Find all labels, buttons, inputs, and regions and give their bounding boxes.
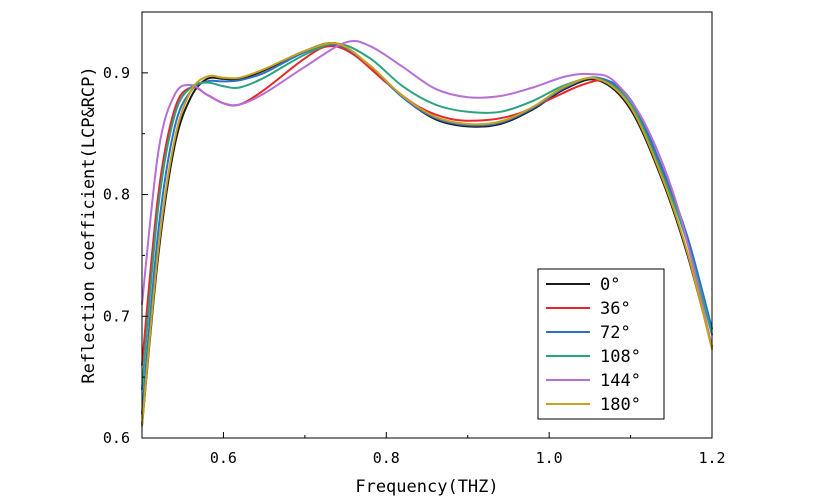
y-tick-label: 0.6 <box>103 429 130 447</box>
legend-label-3: 108° <box>600 347 641 367</box>
series-line-5 <box>141 42 713 427</box>
y-tick-label: 0.7 <box>103 307 130 325</box>
legend-label-0: 0° <box>600 275 620 295</box>
x-tick-label: 0.8 <box>373 449 400 467</box>
legend-label-1: 36° <box>600 299 631 319</box>
series-line-3 <box>141 42 713 391</box>
y-tick-label: 0.9 <box>103 64 130 82</box>
legend-label-2: 72° <box>600 323 631 343</box>
ticks-layer: 0.6 0.8 1.0 1.2 0.6 0.7 0.8 0.9 <box>103 64 726 467</box>
x-tick-label: 1.2 <box>698 449 725 467</box>
plot-frame <box>141 11 713 439</box>
y-axis-title: Reflection coefficient(LCP&RCP) <box>79 66 99 383</box>
x-tick-label: 0.6 <box>210 449 237 467</box>
legend: 0° 36° 72° 108° 144° 180° <box>537 268 665 420</box>
y-tick-label: 0.8 <box>103 186 130 204</box>
legend-box <box>537 268 665 420</box>
x-axis-title: Frequency(THZ) <box>355 477 498 497</box>
series-layer <box>141 39 713 427</box>
series-line-4 <box>141 39 713 348</box>
legend-label-5: 180° <box>600 395 641 415</box>
x-tick-label: 1.0 <box>536 449 563 467</box>
legend-label-4: 144° <box>600 371 641 391</box>
